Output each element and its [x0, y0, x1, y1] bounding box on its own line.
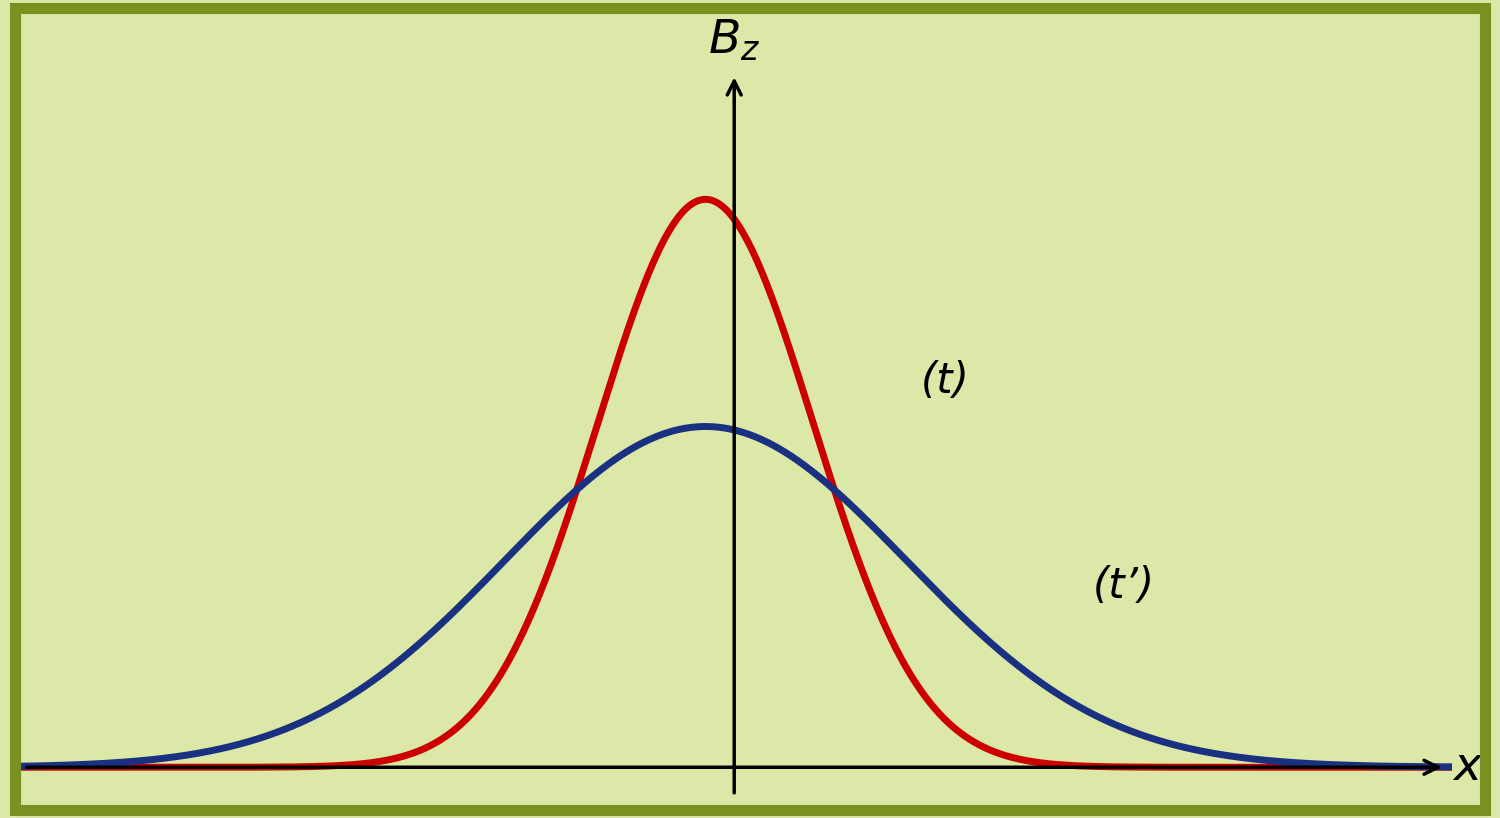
Text: $x$: $x$: [1452, 744, 1484, 789]
Text: (t’): (t’): [1094, 564, 1155, 606]
Text: $B_z$: $B_z$: [708, 17, 760, 63]
Text: (t): (t): [921, 360, 969, 402]
